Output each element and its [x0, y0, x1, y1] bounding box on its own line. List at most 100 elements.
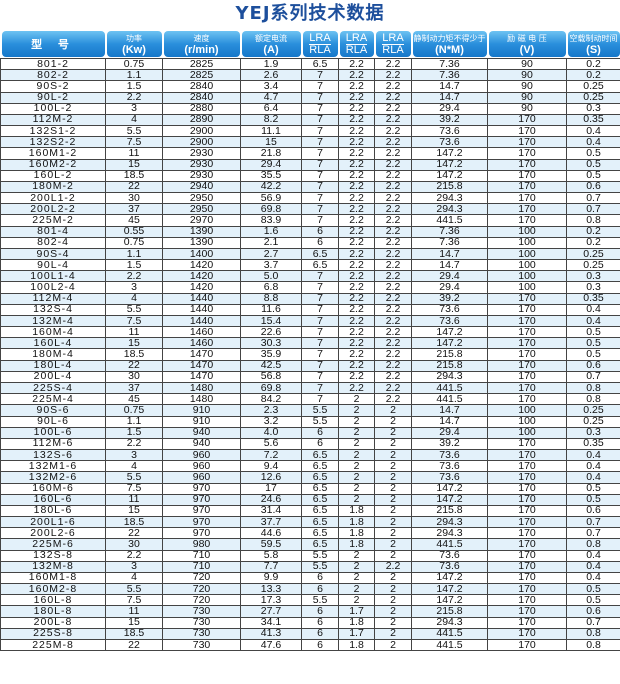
column-header: 空载制动时间 (S)	[566, 30, 620, 59]
table-row: 801-2 0.75 2825 1.9 6.5 2.2 2.2 7.36 90 0.2	[0, 57, 620, 71]
table-cell: 170	[487, 180, 567, 194]
table-cell: 37	[105, 381, 163, 395]
table-cell: 170	[487, 538, 567, 551]
table-cell: 34.1	[240, 616, 302, 629]
table-cell: 7	[301, 80, 339, 93]
table-cell: 170	[487, 504, 567, 518]
table-cell: 215.8	[411, 504, 488, 518]
table-cell: 0.25	[566, 404, 620, 417]
table-row: 160L-8 7.5 720 17.3 5.5 2 2 147.2 170 0.5	[0, 594, 620, 607]
table-cell: 2.2	[374, 80, 412, 93]
table-cell: 5.5	[301, 594, 339, 607]
table-cell: 83.9	[240, 214, 302, 227]
table-row: 90L-6 1.1 910 3.2 5.5 2 2 14.7 100 0.25	[0, 415, 620, 428]
table-cell: 5.5	[301, 415, 339, 428]
model-cell: 801-4	[0, 225, 106, 238]
table-cell: 100	[487, 426, 567, 439]
table-cell: 0.25	[566, 80, 620, 93]
table-cell: 2.2	[338, 236, 375, 249]
table-cell: 0.8	[566, 214, 620, 227]
table-cell: 7	[301, 214, 339, 227]
table-cell: 39.2	[411, 292, 488, 305]
table-cell: 2.2	[338, 292, 375, 305]
model-cell: 180L-4	[0, 359, 106, 372]
table-cell: 2900	[162, 136, 241, 149]
table-row: 180L-6 15 970 31.4 6.5 1.8 2 215.8 170 0.6	[0, 504, 620, 518]
table-row: 160M-4 11 1460 22.6 7 2.2 2.2 147.2 170 0.5	[0, 326, 620, 339]
table-cell: 6	[301, 225, 339, 238]
table-row: 90S-4 1.1 1400 2.7 6.5 2.2 2.2 14.7 100 0.25	[0, 247, 620, 261]
model-cell: 180L-6	[0, 504, 106, 518]
table-cell: 15.4	[240, 314, 302, 328]
table-cell: 2	[338, 415, 375, 428]
table-cell: 2.2	[105, 91, 163, 104]
table-cell: 2.2	[374, 326, 412, 339]
table-cell: 18.5	[105, 169, 163, 182]
table-cell: 910	[162, 415, 241, 428]
table-cell: 2.2	[374, 91, 412, 104]
table-cell: 3	[105, 281, 163, 294]
table-cell: 27.7	[240, 605, 302, 618]
table-cell: 0.3	[566, 426, 620, 439]
table-cell: 170	[487, 158, 567, 171]
table-cell: 170	[487, 393, 567, 406]
table-row: 160L-2 18.5 2930 35.5 7 2.2 2.2 147.2 170 0.5	[0, 169, 620, 182]
header-cell: 额定电流 (A)	[241, 31, 301, 57]
table-cell: 7.36	[411, 69, 488, 82]
table-row: 180L-8 11 730 27.7 6 1.7 2 215.8 170 0.6	[0, 605, 620, 618]
table-cell: 294.3	[411, 370, 488, 383]
table-cell: 170	[487, 482, 567, 495]
table-cell: 2.2	[338, 91, 375, 104]
model-cell: 90S-6	[0, 404, 106, 417]
table-cell: 170	[487, 437, 567, 451]
table-cell: 0.6	[566, 504, 620, 518]
table-row: 100L-6 1.5 940 4.0 6 2 2 29.4 100 0.3	[0, 426, 620, 439]
table-cell: 59.5	[240, 538, 302, 551]
table-cell: 100	[487, 404, 567, 417]
table-cell: 11	[105, 326, 163, 339]
table-cell: 35.9	[240, 348, 302, 361]
table-cell: 73.6	[411, 136, 488, 149]
table-cell: 24.6	[240, 493, 302, 506]
table-cell: 0.25	[566, 415, 620, 428]
model-cell: 112M-2	[0, 113, 106, 127]
table-cell: 21.8	[240, 147, 302, 160]
table-cell: 56.9	[240, 192, 302, 205]
header-unit: (A)	[263, 43, 279, 56]
table-cell: 6.5	[301, 516, 339, 529]
table-row: 225M-4 45 1480 84.2 7 2 2.2 441.5 170 0.8	[0, 393, 620, 406]
table-cell: 2.2	[338, 247, 375, 261]
table-cell: 100	[487, 236, 567, 249]
table-cell: 6	[301, 616, 339, 629]
table-cell: 2.2	[338, 169, 375, 182]
column-header: 型 号	[0, 30, 106, 59]
header-ratio-bottom: RLA	[309, 43, 331, 56]
table-cell: 960	[162, 449, 241, 462]
table-row: 225S-4 37 1480 69.8 7 2.2 2.2 441.5 170 0.8	[0, 381, 620, 395]
model-cell: 90S-2	[0, 80, 106, 93]
table-cell: 2	[338, 437, 375, 451]
table-cell: 294.3	[411, 527, 488, 540]
table-cell: 1.5	[105, 259, 163, 272]
table-cell: 2	[374, 504, 412, 518]
table-cell: 2900	[162, 125, 241, 138]
table-cell: 0.2	[566, 57, 620, 71]
header-label: 励 磁 电 压	[507, 33, 547, 43]
table-cell: 0.5	[566, 482, 620, 495]
table-cell: 147.2	[411, 158, 488, 171]
table-cell: 147.2	[411, 594, 488, 607]
table-cell: 1390	[162, 225, 241, 238]
table-cell: 6	[301, 437, 339, 451]
table-cell: 22	[105, 638, 163, 652]
table-cell: 2.2	[338, 225, 375, 238]
table-cell: 30	[105, 192, 163, 205]
header-unit: (S)	[586, 43, 601, 56]
table-cell: 2.2	[374, 314, 412, 328]
table-cell: 4	[105, 113, 163, 127]
header-cell: 静制动力矩不得少于 (N*M)	[412, 31, 487, 57]
table-cell: 2.2	[338, 69, 375, 82]
table-cell: 29.4	[411, 426, 488, 439]
table-cell: 17	[240, 482, 302, 495]
table-cell: 441.5	[411, 638, 488, 652]
table-cell: 2	[374, 426, 412, 439]
